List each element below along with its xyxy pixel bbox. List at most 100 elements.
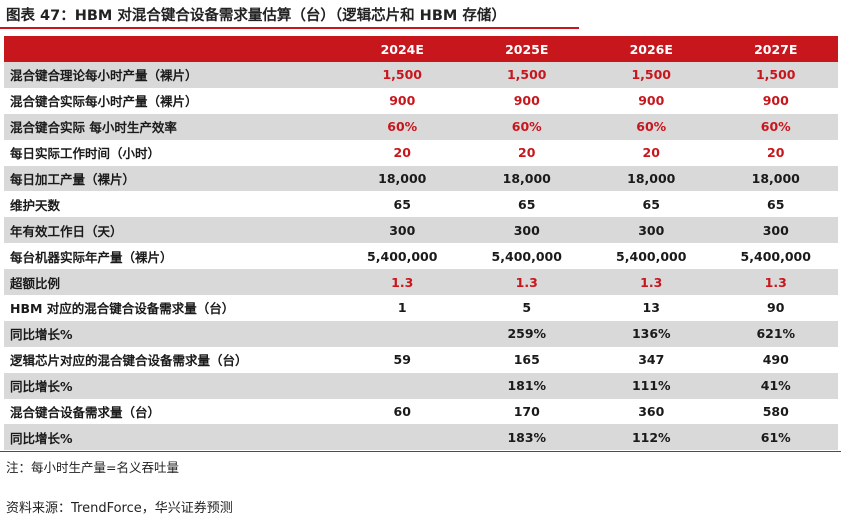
value-cell: 1.3 [589, 269, 714, 296]
value-cell: 5,400,000 [340, 243, 465, 270]
value-cell: 300 [713, 217, 838, 244]
value-cell: 18,000 [589, 165, 714, 192]
value-cell: 41% [713, 372, 838, 399]
value-cell: 900 [464, 87, 589, 114]
value-cell: 18,000 [464, 165, 589, 192]
table-row: 混合键合实际 每小时生产效率 60% 60% 60% 60% [4, 113, 838, 140]
row-label: 逻辑芯片对应的混合键合设备需求量（台） [4, 346, 340, 373]
value-cell: 20 [464, 139, 589, 166]
value-cell: 300 [340, 217, 465, 244]
value-cell: 18,000 [340, 165, 465, 192]
value-cell: 65 [464, 191, 589, 218]
value-cell: 621% [713, 320, 838, 347]
table-row: 同比增长% 181% 111% 41% [4, 372, 838, 399]
value-cell: 60 [340, 398, 465, 425]
row-label: 同比增长% [4, 372, 340, 399]
value-cell: 1 [340, 295, 465, 321]
value-cell [340, 424, 465, 451]
row-label: 混合键合设备需求量（台） [4, 398, 340, 425]
value-cell: 1.3 [713, 269, 838, 296]
value-cell: 13 [589, 295, 714, 321]
table-row: 同比增长% 259% 136% 621% [4, 320, 838, 347]
value-cell: 580 [713, 398, 838, 425]
figure-title: 图表 47：HBM 对混合键合设备需求量估算（台）（逻辑芯片和 HBM 存储） [6, 8, 506, 24]
table-bottom-rule [0, 451, 841, 452]
value-cell: 165 [464, 346, 589, 373]
value-cell: 20 [340, 139, 465, 166]
row-label: 混合键合实际每小时产量（裸片） [4, 87, 340, 114]
value-cell [340, 320, 465, 347]
table-row: 混合键合设备需求量（台） 60 170 360 580 [4, 398, 838, 425]
value-cell: 112% [589, 424, 714, 451]
row-label: 混合键合理论每小时产量（裸片） [4, 62, 340, 88]
table-row: 每日实际工作时间（小时） 20 20 20 20 [4, 139, 838, 166]
row-label: 同比增长% [4, 320, 340, 347]
title-underline [0, 27, 579, 29]
value-cell: 1,500 [340, 62, 465, 88]
value-cell: 59 [340, 346, 465, 373]
table-row: 逻辑芯片对应的混合键合设备需求量（台） 59 165 347 490 [4, 346, 838, 373]
value-cell: 300 [589, 217, 714, 244]
table-row: 年有效工作日（天） 300 300 300 300 [4, 217, 838, 244]
row-label: 每日加工产量（裸片） [4, 165, 340, 192]
value-cell: 900 [589, 87, 714, 114]
data-source: 资料来源：TrendForce，华兴证券预测 [6, 501, 233, 516]
value-cell: 111% [589, 372, 714, 399]
value-cell: 5,400,000 [464, 243, 589, 270]
header-cell: 2025E [464, 36, 589, 62]
header-cell [4, 36, 340, 62]
value-cell: 1.3 [464, 269, 589, 296]
value-cell: 20 [589, 139, 714, 166]
value-cell: 181% [464, 372, 589, 399]
row-label: 年有效工作日（天） [4, 217, 340, 244]
estimate-table: 2024E 2025E 2026E 2027E 混合键合理论每小时产量（裸片） 1… [4, 36, 838, 451]
table-note: 注：每小时生产量=名义吞吐量 [6, 460, 179, 475]
table-row: 混合键合理论每小时产量（裸片） 1,500 1,500 1,500 1,500 [4, 62, 838, 88]
row-label: 每日实际工作时间（小时） [4, 139, 340, 166]
row-label: 混合键合实际 每小时生产效率 [4, 113, 340, 140]
header-cell: 2024E [340, 36, 465, 62]
table-row: 同比增长% 183% 112% 61% [4, 424, 838, 451]
table-row: 混合键合实际每小时产量（裸片） 900 900 900 900 [4, 87, 838, 114]
value-cell: 1,500 [464, 62, 589, 88]
value-cell: 5 [464, 295, 589, 321]
value-cell: 300 [464, 217, 589, 244]
table-row: 每日加工产量（裸片） 18,000 18,000 18,000 18,000 [4, 165, 838, 192]
value-cell: 259% [464, 320, 589, 347]
value-cell [340, 372, 465, 399]
value-cell: 65 [589, 191, 714, 218]
table-row: HBM 对应的混合键合设备需求量（台） 1 5 13 90 [4, 295, 838, 321]
row-label: 超额比例 [4, 269, 340, 296]
value-cell: 183% [464, 424, 589, 451]
value-cell: 18,000 [713, 165, 838, 192]
value-cell: 60% [464, 113, 589, 140]
table-row: 每台机器实际年产量（裸片） 5,400,000 5,400,000 5,400,000… [4, 243, 838, 270]
value-cell: 900 [340, 87, 465, 114]
row-label: HBM 对应的混合键合设备需求量（台） [4, 295, 340, 321]
value-cell: 1,500 [713, 62, 838, 88]
value-cell: 136% [589, 320, 714, 347]
header-cell: 2026E [589, 36, 714, 62]
value-cell: 170 [464, 398, 589, 425]
table-row: 维护天数 65 65 65 65 [4, 191, 838, 218]
value-cell: 5,400,000 [589, 243, 714, 270]
value-cell: 900 [713, 87, 838, 114]
value-cell: 1.3 [340, 269, 465, 296]
value-cell: 360 [589, 398, 714, 425]
value-cell: 90 [713, 295, 838, 321]
value-cell: 20 [713, 139, 838, 166]
value-cell: 1,500 [589, 62, 714, 88]
row-label: 每台机器实际年产量（裸片） [4, 243, 340, 270]
value-cell: 347 [589, 346, 714, 373]
value-cell: 60% [340, 113, 465, 140]
value-cell: 60% [589, 113, 714, 140]
value-cell: 5,400,000 [713, 243, 838, 270]
header-cell: 2027E [713, 36, 838, 62]
row-label: 维护天数 [4, 191, 340, 218]
header-row: 2024E 2025E 2026E 2027E [4, 36, 838, 62]
value-cell: 65 [713, 191, 838, 218]
value-cell: 65 [340, 191, 465, 218]
value-cell: 61% [713, 424, 838, 451]
row-label: 同比增长% [4, 424, 340, 451]
value-cell: 60% [713, 113, 838, 140]
